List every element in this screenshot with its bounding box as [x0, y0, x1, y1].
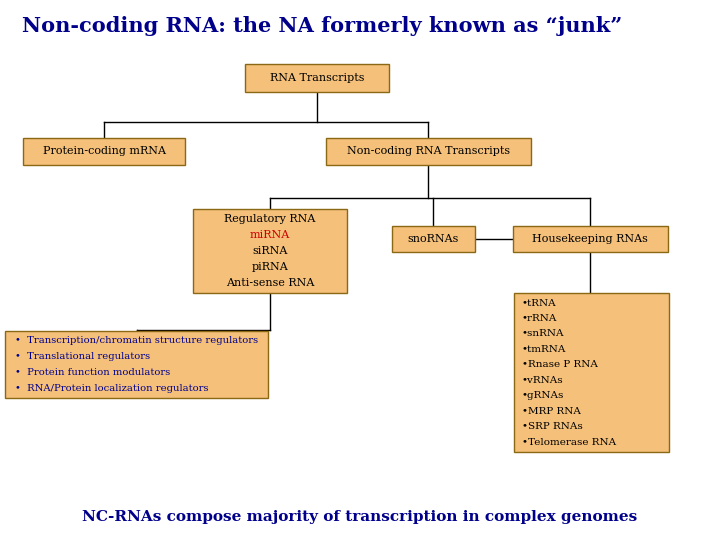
Text: •tRNA: •tRNA	[521, 299, 557, 307]
Text: •  Transcription/chromatin structure regulators: • Transcription/chromatin structure regu…	[15, 336, 258, 346]
Text: siRNA: siRNA	[252, 246, 288, 256]
Text: Anti-sense RNA: Anti-sense RNA	[226, 278, 314, 288]
Text: snoRNAs: snoRNAs	[408, 234, 459, 244]
FancyBboxPatch shape	[23, 138, 186, 165]
FancyBboxPatch shape	[6, 330, 268, 399]
Text: RNA Transcripts: RNA Transcripts	[269, 73, 364, 83]
Text: •  Translational regulators: • Translational regulators	[15, 352, 150, 361]
FancyBboxPatch shape	[513, 226, 668, 252]
Text: Housekeeping RNAs: Housekeeping RNAs	[533, 234, 648, 244]
Text: •SRP RNAs: •SRP RNAs	[521, 422, 582, 431]
FancyBboxPatch shape	[514, 293, 669, 453]
Text: Non-coding RNA Transcripts: Non-coding RNA Transcripts	[347, 146, 510, 156]
Text: Non-coding RNA: the NA formerly known as “junk”: Non-coding RNA: the NA formerly known as…	[22, 16, 622, 36]
Text: piRNA: piRNA	[251, 262, 289, 272]
FancyBboxPatch shape	[392, 226, 475, 252]
Text: •  Protein function modulators: • Protein function modulators	[15, 368, 170, 377]
Text: •snRNA: •snRNA	[521, 329, 564, 339]
Text: Protein-coding mRNA: Protein-coding mRNA	[43, 146, 166, 156]
Text: NC-RNAs compose majority of transcription in complex genomes: NC-RNAs compose majority of transcriptio…	[82, 510, 638, 524]
FancyBboxPatch shape	[325, 138, 531, 165]
Text: •tmRNA: •tmRNA	[521, 345, 566, 354]
FancyBboxPatch shape	[245, 64, 389, 92]
Text: miRNA: miRNA	[250, 230, 290, 240]
Text: Regulatory RNA: Regulatory RNA	[225, 214, 315, 224]
Text: •  RNA/Protein localization regulators: • RNA/Protein localization regulators	[15, 383, 208, 393]
Text: •gRNAs: •gRNAs	[521, 392, 564, 400]
Text: •Rnase P RNA: •Rnase P RNA	[521, 360, 598, 369]
Text: •vRNAs: •vRNAs	[521, 376, 563, 385]
Text: •MRP RNA: •MRP RNA	[521, 407, 580, 416]
Text: •rRNA: •rRNA	[521, 314, 557, 323]
Text: •Telomerase RNA: •Telomerase RNA	[521, 438, 616, 447]
FancyBboxPatch shape	[193, 209, 348, 293]
